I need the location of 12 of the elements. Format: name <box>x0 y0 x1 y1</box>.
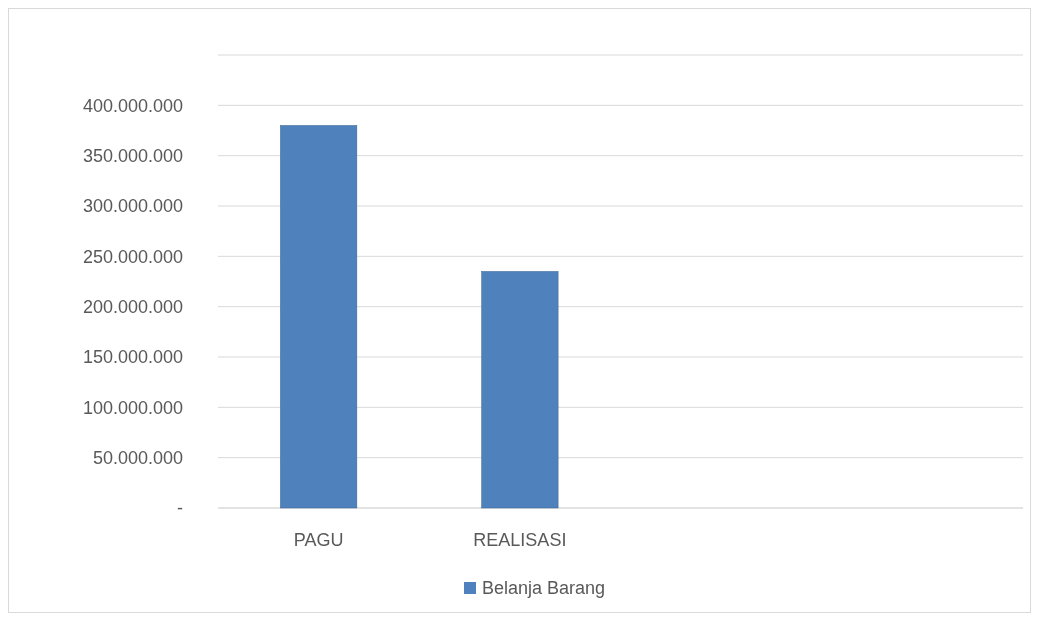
y-tick-label: 150.000.000 <box>82 347 183 368</box>
legend-label: Belanja Barang <box>482 578 606 599</box>
y-tick-label: 50.000.000 <box>92 447 183 468</box>
x-tick-label: PAGU <box>293 530 344 550</box>
y-tick-label: 400.000.000 <box>82 95 183 116</box>
x-tick-label: REALISASI <box>473 530 567 550</box>
y-tick-label: 300.000.000 <box>82 196 183 217</box>
y-tick-label: 200.000.000 <box>82 296 183 317</box>
y-tick-label: 100.000.000 <box>82 397 183 418</box>
y-tick-label: 250.000.000 <box>82 246 183 267</box>
y-tick-label: 350.000.000 <box>82 145 183 166</box>
y-tick-label: - <box>177 498 183 519</box>
